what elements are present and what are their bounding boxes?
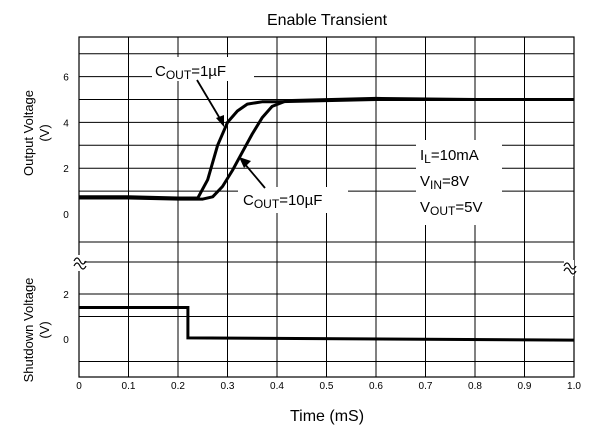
axis-break-mask [74,255,84,271]
series-label-cout-1uf: COUT=1µF [155,63,226,82]
axis-break-mark [73,257,87,265]
conditions-bg [416,140,502,225]
series-lines [79,96,575,342]
top-y-tick-labels: 0 2 4 6 [63,73,69,221]
series-line-shutdown [79,306,575,342]
x-axis-label: Time (mS) [290,408,364,425]
axis-break-mark [73,262,87,270]
y-tick-label: 0 [63,210,69,221]
arrow-head [239,157,251,168]
plot-frame [78,36,575,378]
y-tick-label: 2 [63,164,69,175]
y-tick-label: 4 [63,118,69,129]
x-tick-label: 0.7 [419,381,433,392]
series-line-cout-10uf [79,96,574,201]
x-tick-label: 0.3 [221,381,235,392]
axis-breaks [73,255,577,276]
series-label-cout-10uf: COUT=10µF [243,192,322,211]
axis-break-mark [563,267,577,275]
x-tick-label: 0.9 [518,381,532,392]
y-tick-label: 2 [63,290,69,301]
x-tick-labels: 0 0.1 0.2 0.3 0.4 0.5 0.6 0.7 0.8 0.9 1.0 [76,381,581,392]
arrow-head [216,115,224,127]
y-axis-label-top-line2: (V) [37,124,52,141]
x-tick-label: 0.8 [468,381,482,392]
label-bg [238,187,348,213]
annotations: COUT=1µF COUT=10µF IL=10mA VIN=8V VOUT=5V [152,57,502,225]
x-tick-label: 1.0 [567,381,581,392]
y-axis-label-bottom-line2: (V) [37,321,52,338]
axis-break-mask [564,260,574,276]
x-tick-label: 0.1 [122,381,136,392]
test-condition: VOUT=5V [420,199,482,218]
test-condition: IL=10mA [420,147,479,166]
x-tick-label: 0 [76,381,82,392]
y-tick-label: 0 [63,335,69,346]
chart-title: Enable Transient [267,12,388,29]
bottom-y-tick-labels: 02 [63,290,69,346]
plot-border [78,36,575,378]
y-axis-label-top-line1: Output Voltage [21,90,36,176]
test-condition: VIN=8V [420,173,469,192]
axis-break-mark [563,262,577,270]
x-tick-label: 0.4 [270,381,284,392]
x-tick-label: 0.5 [320,381,334,392]
arrow-line [243,162,266,189]
y-axis-label-bottom-line1: Shutdown Voltage [21,278,36,383]
arrow-line [196,79,223,123]
x-tick-label: 0.6 [369,381,383,392]
y-tick-label: 6 [63,73,69,84]
x-tick-label: 0.2 [171,381,185,392]
label-bg [152,57,254,81]
